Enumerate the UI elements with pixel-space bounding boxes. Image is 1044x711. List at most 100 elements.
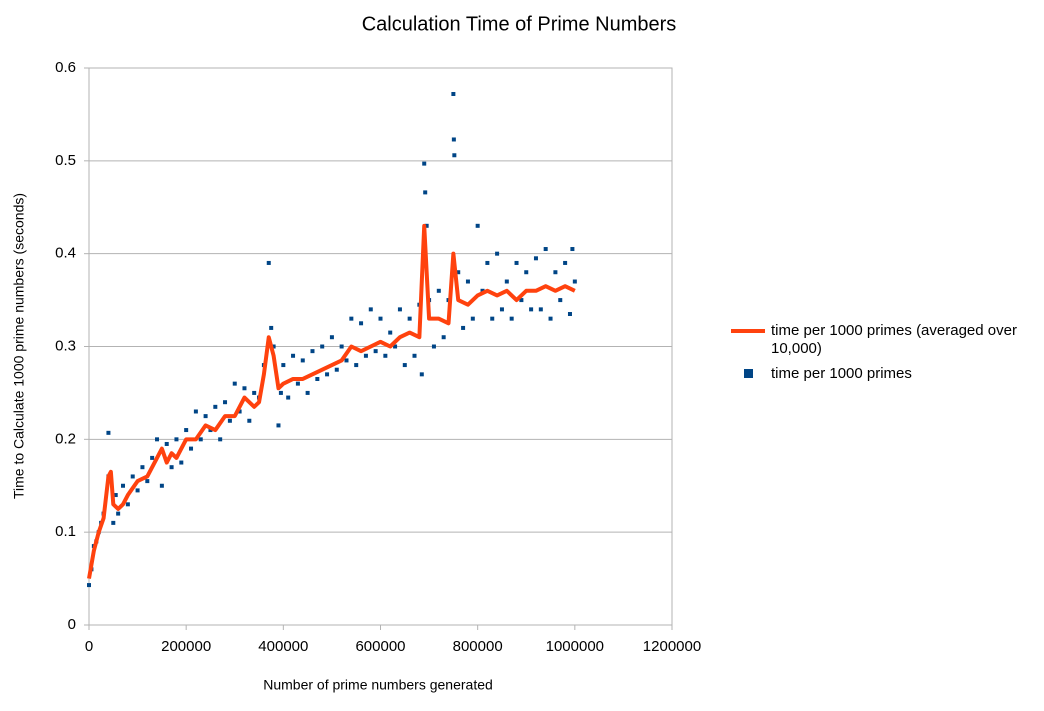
scatter-point bbox=[169, 465, 174, 470]
scatter-point bbox=[378, 316, 383, 321]
scatter-point bbox=[441, 335, 446, 340]
scatter-point bbox=[563, 260, 568, 265]
scatter-point bbox=[490, 316, 495, 321]
scatter-point bbox=[543, 247, 548, 252]
scatter-point bbox=[407, 316, 412, 321]
scatter-point bbox=[179, 460, 184, 465]
y-tick-label: 0.5 bbox=[55, 152, 76, 169]
scatter-point bbox=[164, 441, 169, 446]
scatter-point bbox=[87, 583, 91, 588]
scatter-point bbox=[300, 358, 305, 363]
x-tick-label: 1000000 bbox=[546, 638, 604, 655]
scatter-point bbox=[393, 344, 398, 349]
scatter-point bbox=[456, 270, 461, 275]
scatter-point bbox=[130, 474, 135, 479]
scatter-point bbox=[383, 353, 388, 358]
scatter-point bbox=[266, 260, 271, 265]
x-tick-label: 0 bbox=[85, 638, 93, 655]
scatter-point bbox=[359, 321, 364, 326]
scatter-point bbox=[305, 390, 310, 395]
scatter-point bbox=[269, 325, 274, 330]
scatter-point bbox=[349, 316, 354, 321]
scatter-point bbox=[519, 298, 524, 303]
scatter-point bbox=[278, 390, 283, 395]
scatter-point bbox=[480, 288, 485, 293]
legend-swatch bbox=[744, 369, 753, 378]
scatter-point bbox=[295, 381, 300, 386]
scatter-point bbox=[514, 260, 519, 265]
scatter-point bbox=[475, 223, 480, 228]
scatter-point bbox=[198, 437, 203, 442]
chart-title: Calculation Time of Prime Numbers bbox=[362, 13, 677, 35]
scatter-point bbox=[553, 270, 558, 275]
scatter-point bbox=[499, 307, 504, 312]
y-tick-label: 0 bbox=[68, 616, 76, 633]
scatter-point bbox=[247, 418, 252, 423]
scatter-point bbox=[150, 455, 155, 460]
scatter-point bbox=[174, 437, 179, 442]
scatter-point bbox=[145, 479, 150, 484]
scatter-point bbox=[529, 307, 534, 312]
scatter-point bbox=[570, 247, 575, 252]
scatter-point bbox=[402, 363, 407, 368]
scatter-point bbox=[572, 279, 577, 284]
scatter-point bbox=[159, 483, 164, 488]
scatter-point bbox=[339, 344, 344, 349]
scatter-point bbox=[452, 153, 457, 158]
scatter-point bbox=[276, 423, 281, 428]
y-tick-label: 0.6 bbox=[55, 59, 76, 76]
y-tick-label: 0.4 bbox=[55, 245, 76, 262]
scatter-point bbox=[208, 428, 213, 433]
scatter-point bbox=[237, 409, 242, 414]
scatter-point bbox=[252, 390, 257, 395]
legend-label: time per 1000 primes bbox=[771, 365, 912, 382]
scatter-point bbox=[232, 381, 237, 386]
scatter-point bbox=[465, 279, 470, 284]
scatter-point bbox=[548, 316, 553, 321]
scatter-point bbox=[223, 400, 228, 405]
scatter-point bbox=[524, 270, 529, 275]
scatter-point bbox=[419, 372, 424, 377]
scatter-point bbox=[368, 307, 373, 312]
scatter-point bbox=[363, 353, 368, 358]
scatter-point bbox=[558, 298, 563, 303]
scatter-point bbox=[397, 307, 402, 312]
scatter-point bbox=[436, 288, 441, 293]
scatter-point bbox=[451, 137, 456, 142]
scatter-point bbox=[111, 520, 116, 525]
x-tick-label: 1200000 bbox=[643, 638, 701, 655]
scatter-point bbox=[495, 251, 500, 256]
scatter-point bbox=[538, 307, 543, 312]
scatter-point bbox=[113, 493, 118, 498]
scatter-point bbox=[140, 465, 145, 470]
scatter-point bbox=[291, 353, 296, 358]
scatter-point bbox=[116, 511, 121, 516]
scatter-point bbox=[509, 316, 514, 321]
scatter-point bbox=[567, 312, 572, 317]
scatter-point bbox=[504, 279, 509, 284]
legend-label: time per 1000 primes (averaged over 10,0… bbox=[771, 322, 1017, 357]
scatter-point bbox=[388, 330, 393, 335]
scatter-point bbox=[189, 446, 194, 451]
scatter-point bbox=[203, 414, 208, 419]
scatter-point bbox=[431, 344, 436, 349]
scatter-point bbox=[320, 344, 325, 349]
x-tick-label: 200000 bbox=[161, 638, 211, 655]
scatter-point bbox=[354, 363, 359, 368]
scatter-point bbox=[184, 428, 189, 433]
x-axis-label: Number of prime numbers generated bbox=[263, 677, 493, 693]
scatter-point bbox=[485, 260, 490, 265]
scatter-point bbox=[329, 335, 334, 340]
scatter-point bbox=[106, 430, 111, 435]
scatter-point bbox=[533, 256, 538, 261]
scatter-point bbox=[242, 386, 247, 391]
scatter-point bbox=[271, 344, 276, 349]
scatter-point bbox=[344, 358, 349, 363]
scatter-point bbox=[121, 483, 126, 488]
scatter-point bbox=[315, 376, 320, 381]
x-tick-label: 400000 bbox=[258, 638, 308, 655]
scatter-point bbox=[286, 395, 291, 400]
y-tick-label: 0.2 bbox=[55, 430, 76, 447]
